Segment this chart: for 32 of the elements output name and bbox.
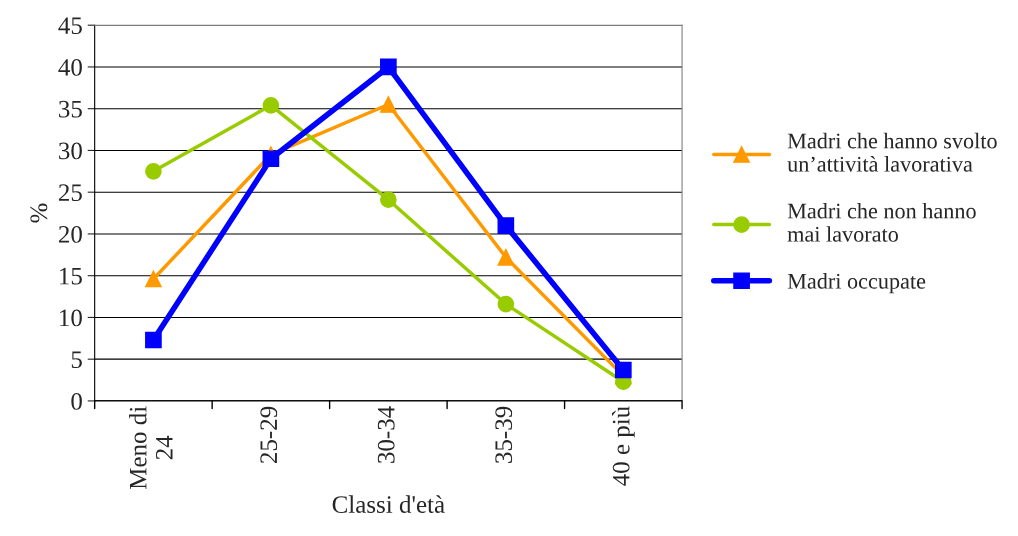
point	[145, 162, 162, 180]
point	[380, 191, 397, 209]
point	[380, 58, 397, 76]
x-tick-label: 25-29	[260, 406, 278, 464]
point	[262, 97, 280, 114]
point	[614, 361, 632, 379]
x-tick-label: 35-39	[495, 406, 513, 463]
x-tick-label: Meno di 24	[129, 406, 173, 490]
point	[262, 150, 280, 168]
y-tick-label: 45	[58, 17, 82, 35]
x-tick-label: 40 e più	[611, 406, 635, 486]
legend-label: Madri che non hanno mai lavorato	[787, 202, 976, 242]
y-tick-label: 10	[60, 309, 82, 327]
point	[145, 331, 162, 349]
y-tick-label: 0	[71, 392, 82, 410]
point	[497, 217, 515, 234]
x-tick-label: 30-34	[377, 406, 395, 463]
y-axis-title: %	[30, 203, 48, 223]
y-tick-label: 20	[58, 225, 82, 243]
y-tick-label: 5	[71, 351, 82, 369]
y-tick-label: 40	[58, 58, 82, 76]
y-tick-label: 35	[59, 100, 82, 118]
y-tick-label: 30	[59, 142, 82, 160]
x-axis-title: Classi d'età	[332, 495, 445, 513]
legend-label: Madri che hanno svolto un’attività lavorativa	[787, 132, 997, 172]
legend-label: Madri occupate	[787, 273, 926, 294]
y-tick-label: 25	[58, 184, 82, 202]
point	[380, 96, 397, 113]
point	[145, 270, 162, 288]
point	[497, 248, 515, 266]
y-tick-label: 15	[60, 267, 82, 285]
point	[497, 295, 515, 313]
